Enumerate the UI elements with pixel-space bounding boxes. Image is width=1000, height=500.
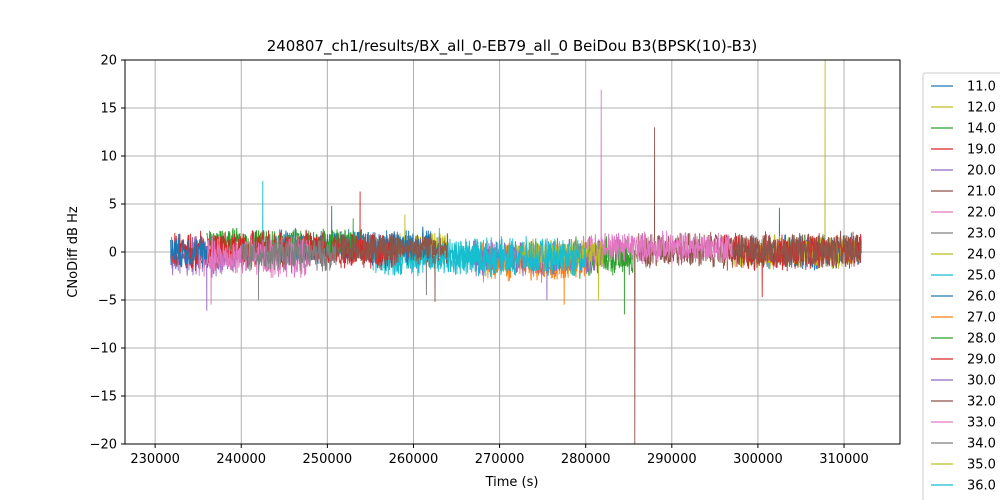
series-line-36-0 — [438, 227, 587, 277]
legend: 11.0 12.0 14.0 19.0 20.0 21.0 22.0 23.0 24.0 25.0… — [922, 72, 1000, 500]
legend-label: 20.0 — [967, 164, 996, 179]
series-line-32-0 — [335, 233, 449, 302]
x-tick-label: 250000 — [303, 452, 353, 467]
y-tick-label: −5 — [98, 294, 117, 309]
legend-label: 26.0 — [967, 290, 996, 305]
legend-frame — [922, 72, 1000, 500]
y-tick-label: 5 — [109, 198, 117, 213]
x-tick-label: 280000 — [561, 452, 611, 467]
legend-label: 34.0 — [967, 437, 996, 452]
x-tick-label: 270000 — [475, 452, 525, 467]
legend-label: 22.0 — [967, 206, 996, 221]
y-axis-label: CNoDiff dB Hz — [66, 206, 81, 298]
legend-label: 23.0 — [967, 227, 996, 242]
y-tick-label: 20 — [100, 54, 117, 69]
chart-title: 240807_ch1/results/BX_all_0-EB79_all_0 B… — [267, 37, 758, 56]
legend-label: 33.0 — [967, 416, 996, 431]
legend-label: 30.0 — [967, 374, 996, 389]
x-axis: 230000 240000 250000 260000 270000 280000 2900… — [130, 444, 869, 467]
legend-label: 27.0 — [967, 311, 996, 326]
x-tick-label: 230000 — [130, 452, 180, 467]
x-tick-label: 260000 — [389, 452, 439, 467]
y-tick-label: 15 — [100, 102, 117, 117]
y-tick-label: −10 — [90, 342, 117, 357]
legend-label: 12.0 — [967, 101, 996, 116]
x-tick-label: 310000 — [819, 452, 869, 467]
series-line-34-0 — [240, 237, 337, 301]
series-group — [170, 60, 862, 444]
x-tick-label: 240000 — [216, 452, 266, 467]
legend-label: 24.0 — [967, 248, 996, 263]
legend-label: 11.0 — [967, 80, 996, 95]
x-tick-label: 300000 — [733, 452, 783, 467]
y-axis: −20 −15 −10 −5 0 5 10 15 20 — [90, 54, 125, 453]
y-tick-label: −15 — [90, 390, 117, 405]
y-tick-label: 0 — [109, 246, 117, 261]
legend-label: 21.0 — [967, 185, 996, 200]
series-line-37-0 — [170, 234, 208, 270]
legend-label: 29.0 — [967, 353, 996, 368]
legend-label: 14.0 — [967, 122, 996, 137]
y-tick-label: 10 — [100, 150, 117, 165]
x-axis-label: Time (s) — [485, 475, 539, 490]
x-tick-label: 290000 — [647, 452, 697, 467]
legend-label: 32.0 — [967, 395, 996, 410]
legend-label: 19.0 — [967, 143, 996, 158]
legend-label: 25.0 — [967, 269, 996, 284]
legend-label: 28.0 — [967, 332, 996, 347]
legend-label: 35.0 — [967, 458, 996, 473]
y-tick-label: −20 — [90, 438, 117, 453]
legend-label: 36.0 — [967, 479, 996, 494]
series-line-22-0 — [580, 89, 733, 265]
